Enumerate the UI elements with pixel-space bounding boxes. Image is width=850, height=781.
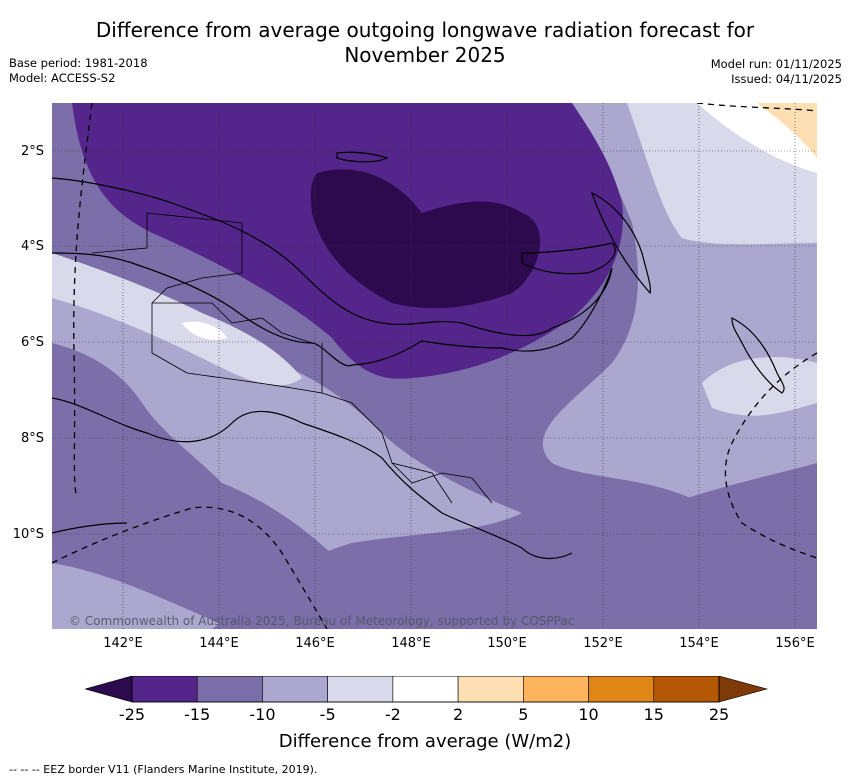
colorbar-segment: [131, 676, 198, 703]
lon-tick-156e: 156°E: [775, 636, 815, 651]
southern-coast: [52, 397, 573, 560]
bougainville: [731, 317, 785, 394]
fill-m15-m10-southeast: [572, 463, 817, 629]
model-name: Model: ACCESS-S2: [9, 71, 116, 85]
colorbar-segment: [653, 676, 720, 703]
map-panel: [52, 103, 817, 629]
copyright-text: © Commonwealth of Australia 2025, Bureau…: [69, 614, 575, 628]
colorbar-segments: [131, 676, 720, 703]
lon-tick-154e: 154°E: [679, 636, 719, 651]
colorbar-label: Difference from average (W/m2): [278, 731, 572, 752]
lon-tick-144e: 144°E: [199, 636, 239, 651]
fill-m5-m2-southwest: [52, 253, 302, 386]
fill-m2-2-inland: [182, 321, 227, 340]
fill-m5-m2-east: [702, 357, 817, 416]
eez-legend-text: -- EEZ border V11 (Flanders Marine Insti…: [31, 763, 318, 776]
colorbar-tick-label: 15: [643, 705, 664, 724]
eez-legend: -- -- -- EEZ border V11 (Flanders Marine…: [9, 763, 317, 776]
meta-right: Model run: 01/11/2025 Issued: 04/11/2025: [711, 57, 842, 87]
new-guinea-coast: [52, 177, 613, 367]
lon-tick-152e: 152°E: [583, 636, 623, 651]
colorbar-segment: [588, 676, 655, 703]
lat-tick-10s: 10°S: [12, 527, 44, 542]
meta-left: Base period: 1981-2018 Model: ACCESS-S2: [9, 56, 148, 86]
fill-2-5-corner: [757, 103, 817, 158]
lon-tick-148e: 148°E: [391, 636, 431, 651]
colorbar-tick-label: 25: [708, 705, 730, 724]
lon-tick-150e: 150°E: [487, 636, 527, 651]
colorbar-extend-low: [85, 676, 133, 703]
colorbar-tick-label: -10: [249, 705, 276, 724]
manus-island: [336, 151, 389, 163]
colorbar-tick-label: 5: [518, 705, 529, 724]
title-line-1: Difference from average outgoing longwav…: [95, 18, 755, 42]
lat-tick-4s: 4°S: [20, 239, 44, 254]
colorbar-tick-label: -15: [184, 705, 211, 724]
colorbar-segment: [262, 676, 328, 703]
torres-coast: [52, 522, 128, 534]
lon-tick-142e: 142°E: [103, 636, 143, 651]
issued-date: Issued: 04/11/2025: [731, 72, 842, 86]
eez-borders: [52, 103, 817, 629]
eez-dash-sample: -- --: [9, 763, 32, 776]
colorbar-segment: [392, 676, 459, 703]
colorbar-segment: [523, 676, 589, 703]
province-borders: [91, 212, 493, 504]
colorbar: [85, 676, 769, 703]
lat-tick-2s: 2°S: [20, 144, 44, 159]
colorbar-tick-label: -5: [319, 705, 336, 724]
coastlines: [52, 151, 785, 560]
lat-tick-8s: 8°S: [20, 431, 44, 446]
olr-map: [52, 103, 817, 629]
base-period: Base period: 1981-2018: [9, 56, 148, 70]
colorbar-segment: [196, 676, 263, 703]
colorbar-segment: [457, 676, 524, 703]
fill-m15-m10-west: [52, 343, 372, 629]
new-ireland: [590, 191, 652, 295]
fill-lt-m25-core: [310, 169, 541, 309]
lon-tick-146e: 146°E: [295, 636, 335, 651]
colorbar-extend-high: [718, 676, 769, 703]
colorbar-tick-label: -25: [118, 705, 146, 724]
colorbar-tick-label: 10: [578, 705, 599, 724]
title-line-2: November 2025: [344, 43, 506, 67]
colorbar-segment: [327, 676, 394, 703]
model-run: Model run: 01/11/2025: [710, 57, 842, 71]
map-title: Difference from average outgoing longwav…: [0, 18, 850, 68]
new-britain: [521, 242, 616, 275]
colorbar-tick-label: 2: [453, 705, 464, 724]
lat-tick-6s: 6°S: [20, 335, 44, 350]
colorbar-tick-label: -2: [384, 705, 401, 724]
